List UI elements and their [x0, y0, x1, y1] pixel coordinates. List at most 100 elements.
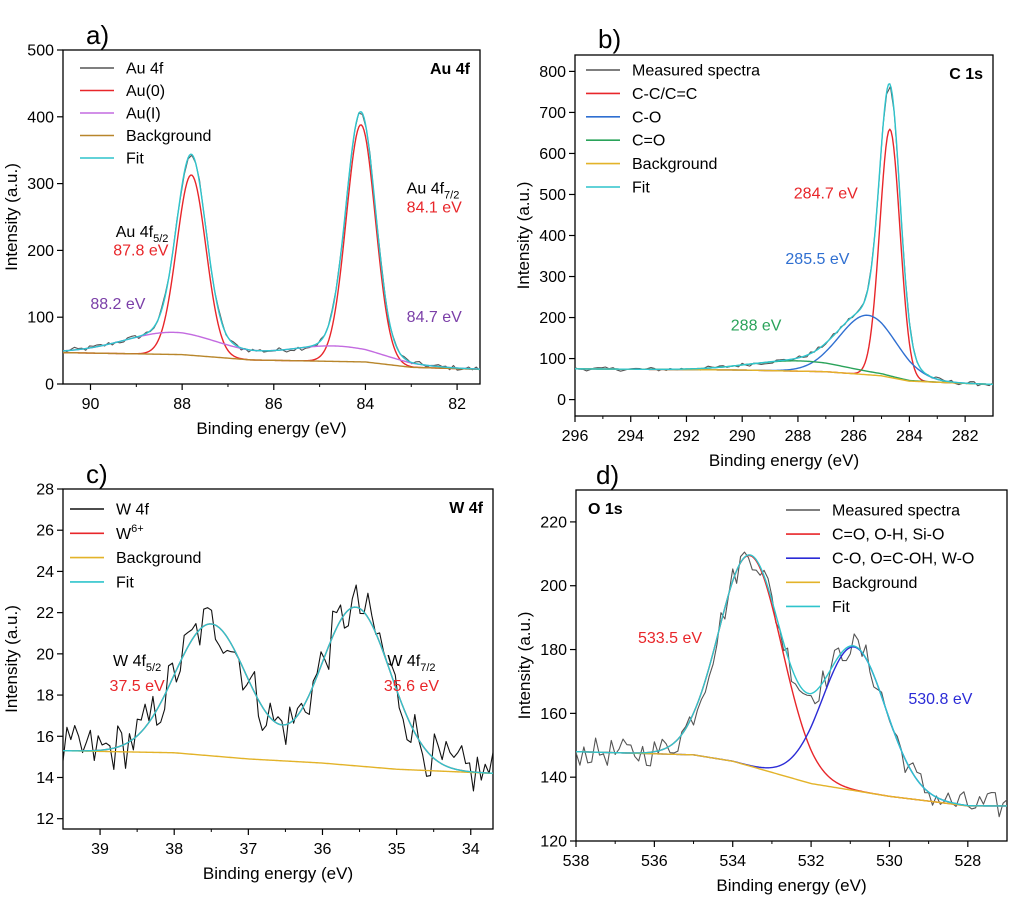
y-tick-label: 300 [539, 269, 566, 286]
peak-annotation: 35.6 eV [384, 678, 439, 695]
y-tick-label: 14 [36, 770, 54, 787]
x-tick-label: 90 [82, 396, 100, 413]
legend-label: Fit [632, 180, 650, 197]
plot-area [63, 111, 480, 371]
chart-panel-4: 538 536 534 532 530 528 120 140 160 180 200 220 Bind… [515, 460, 1008, 895]
x-tick-label: 284 [896, 428, 923, 445]
series-line-5 [63, 111, 480, 370]
y-tick-label: 220 [540, 514, 567, 531]
legend-label: C-O, O=C-OH, W-O [832, 551, 974, 568]
y-tick-label: 180 [540, 642, 567, 659]
peak-annotation: 84.7 eV [407, 309, 462, 326]
y-tick-label: 140 [540, 770, 567, 787]
chart-panel-1: 90 88 86 84 82 0 100 200 300 400 500 Binding energy… [2, 20, 481, 438]
series-line-4 [575, 360, 993, 386]
panel-title: Au 4f [430, 61, 471, 78]
y-tick-label: 300 [27, 176, 54, 193]
legend-label: Background [126, 128, 211, 145]
x-tick-label: 288 [785, 428, 812, 445]
plot-frame [575, 489, 1008, 842]
x-tick-label: 84 [357, 396, 375, 413]
legend-label: Fit [126, 151, 144, 168]
x-tick-label: 36 [314, 841, 332, 858]
x-tick-label: 37 [239, 841, 257, 858]
x-axis-label: Binding energy (eV) [203, 864, 353, 883]
panel-letter: b) [598, 24, 621, 54]
x-tick-label: 294 [617, 428, 644, 445]
x-tick-label: 530 [876, 853, 903, 870]
y-tick-label: 0 [45, 377, 54, 394]
peak-annotation: W 4f7/2 [387, 653, 435, 674]
legend: Au 4f Au(0) Au(I) Background Fit [80, 61, 211, 168]
x-axis-label: Binding energy (eV) [709, 451, 859, 470]
legend-label: Au(I) [126, 106, 161, 123]
series-line-1 [575, 85, 993, 387]
legend: W 4f W6+ Background Fit [70, 502, 201, 591]
x-tick-label: 35 [388, 841, 406, 858]
peak-annotation: 285.5 eV [785, 251, 849, 268]
chart-panel-2: 296 294 292 290 288 286 284 282 0 100 200 300 400 500… [514, 24, 994, 470]
legend-label: C-C/C=C [632, 86, 697, 103]
legend-label: Au 4f [126, 61, 164, 78]
x-tick-label: 39 [91, 841, 109, 858]
y-tick-label: 26 [36, 523, 54, 540]
plot-area [575, 83, 993, 387]
y-tick-label: 200 [540, 578, 567, 595]
y-tick-label: 800 [539, 64, 566, 81]
x-tick-label: 534 [719, 853, 746, 870]
peak-annotation: Au 4f7/2 [407, 181, 460, 202]
legend-label: C=O, O-H, Si-O [832, 527, 944, 544]
peak-annotation: Au 4f5/2 [116, 224, 169, 245]
series-line-4 [576, 750, 1007, 807]
x-tick-label: 538 [563, 853, 590, 870]
y-tick-label: 100 [539, 351, 566, 368]
x-tick-label: 536 [641, 853, 668, 870]
x-tick-label: 286 [840, 428, 867, 445]
x-tick-label: 34 [462, 841, 480, 858]
peak-annotation: W 4f5/2 [113, 653, 161, 674]
x-axis-label: Binding energy (eV) [716, 876, 866, 895]
peak-annotation: 84.1 eV [407, 199, 462, 216]
y-tick-label: 500 [27, 43, 54, 60]
legend-label: W6+ [116, 523, 144, 543]
y-tick-label: 400 [539, 228, 566, 245]
series-line-3 [576, 646, 1007, 807]
x-tick-label: 292 [673, 428, 700, 445]
y-tick-label: 12 [36, 811, 54, 828]
y-tick-label: 200 [27, 243, 54, 260]
legend-label: Background [832, 575, 917, 592]
y-tick-label: 0 [557, 392, 566, 409]
y-tick-label: 200 [539, 310, 566, 327]
y-tick-label: 700 [539, 105, 566, 122]
series-line-1 [63, 584, 493, 792]
panel-title: O 1s [588, 501, 623, 518]
peak-annotation: 87.8 eV [113, 243, 168, 260]
x-tick-label: 532 [798, 853, 825, 870]
plot-area [576, 551, 1007, 818]
panel-title: W 4f [449, 500, 483, 517]
legend: Measured spectra C-C/C=C C-O C=O Background F… [586, 63, 760, 197]
peak-annotation: 284.7 eV [794, 186, 858, 203]
peak-annotation: 88.2 eV [90, 296, 145, 313]
legend-label: Fit [116, 574, 134, 591]
y-tick-label: 20 [36, 646, 54, 663]
y-tick-label: 100 [27, 310, 54, 327]
panel-letter: d) [596, 460, 619, 490]
y-tick-label: 160 [540, 706, 567, 723]
plot-frame [62, 488, 494, 830]
legend-label: Measured spectra [632, 63, 760, 80]
y-tick-label: 400 [27, 109, 54, 126]
legend: Measured spectra C=O, O-H, Si-O C-O, O=C-O… [786, 503, 974, 616]
y-axis-label: Intensity (a.u.) [515, 612, 534, 720]
series-line-3 [575, 314, 993, 386]
legend-label: Background [116, 550, 201, 567]
y-tick-label: 500 [539, 187, 566, 204]
series-line-5 [576, 554, 1007, 807]
x-axis-label: Binding energy (eV) [196, 419, 346, 438]
plot-area [63, 584, 493, 792]
series-line-4 [63, 606, 493, 774]
y-axis-label: Intensity (a.u.) [514, 182, 533, 290]
series-line-3 [63, 750, 493, 775]
x-tick-label: 290 [729, 428, 756, 445]
